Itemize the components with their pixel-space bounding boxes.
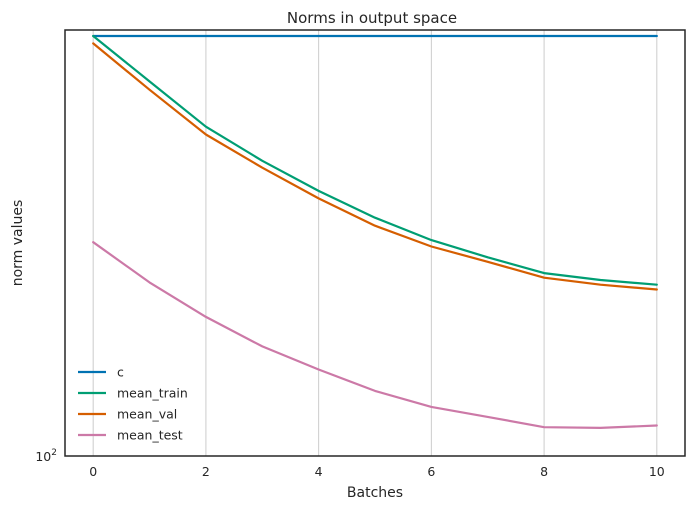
y-tick-labels: 102 (35, 448, 57, 464)
series-line-mean-train (92, 34, 658, 286)
x-tick-label-2: 4 (315, 464, 323, 479)
x-tick-labels: 0 2 4 6 8 10 (89, 464, 665, 479)
series-lines (92, 34, 658, 429)
legend: c mean_train mean_val mean_test (78, 365, 188, 443)
x-tick-label-3: 6 (427, 464, 435, 479)
x-gridlines (92, 30, 658, 456)
y-tick-label-0: 102 (35, 448, 57, 464)
x-tick-label-0: 0 (89, 464, 97, 479)
x-tick-label-4: 8 (540, 464, 548, 479)
x-tick-label-1: 2 (202, 464, 210, 479)
legend-label-c: c (117, 365, 124, 380)
x-tick-label-5: 10 (649, 464, 665, 479)
plot-frame (64, 29, 686, 457)
series-line-mean-test (92, 241, 658, 429)
y-axis-label: norm values (10, 200, 26, 287)
chart-title: Norms in output space (287, 9, 457, 27)
x-axis-label: Batches (347, 485, 403, 501)
legend-label-mean-test: mean_test (117, 428, 183, 443)
legend-label-mean-val: mean_val (117, 407, 177, 422)
series-line-mean-val (92, 42, 658, 291)
legend-label-mean-train: mean_train (117, 386, 188, 401)
